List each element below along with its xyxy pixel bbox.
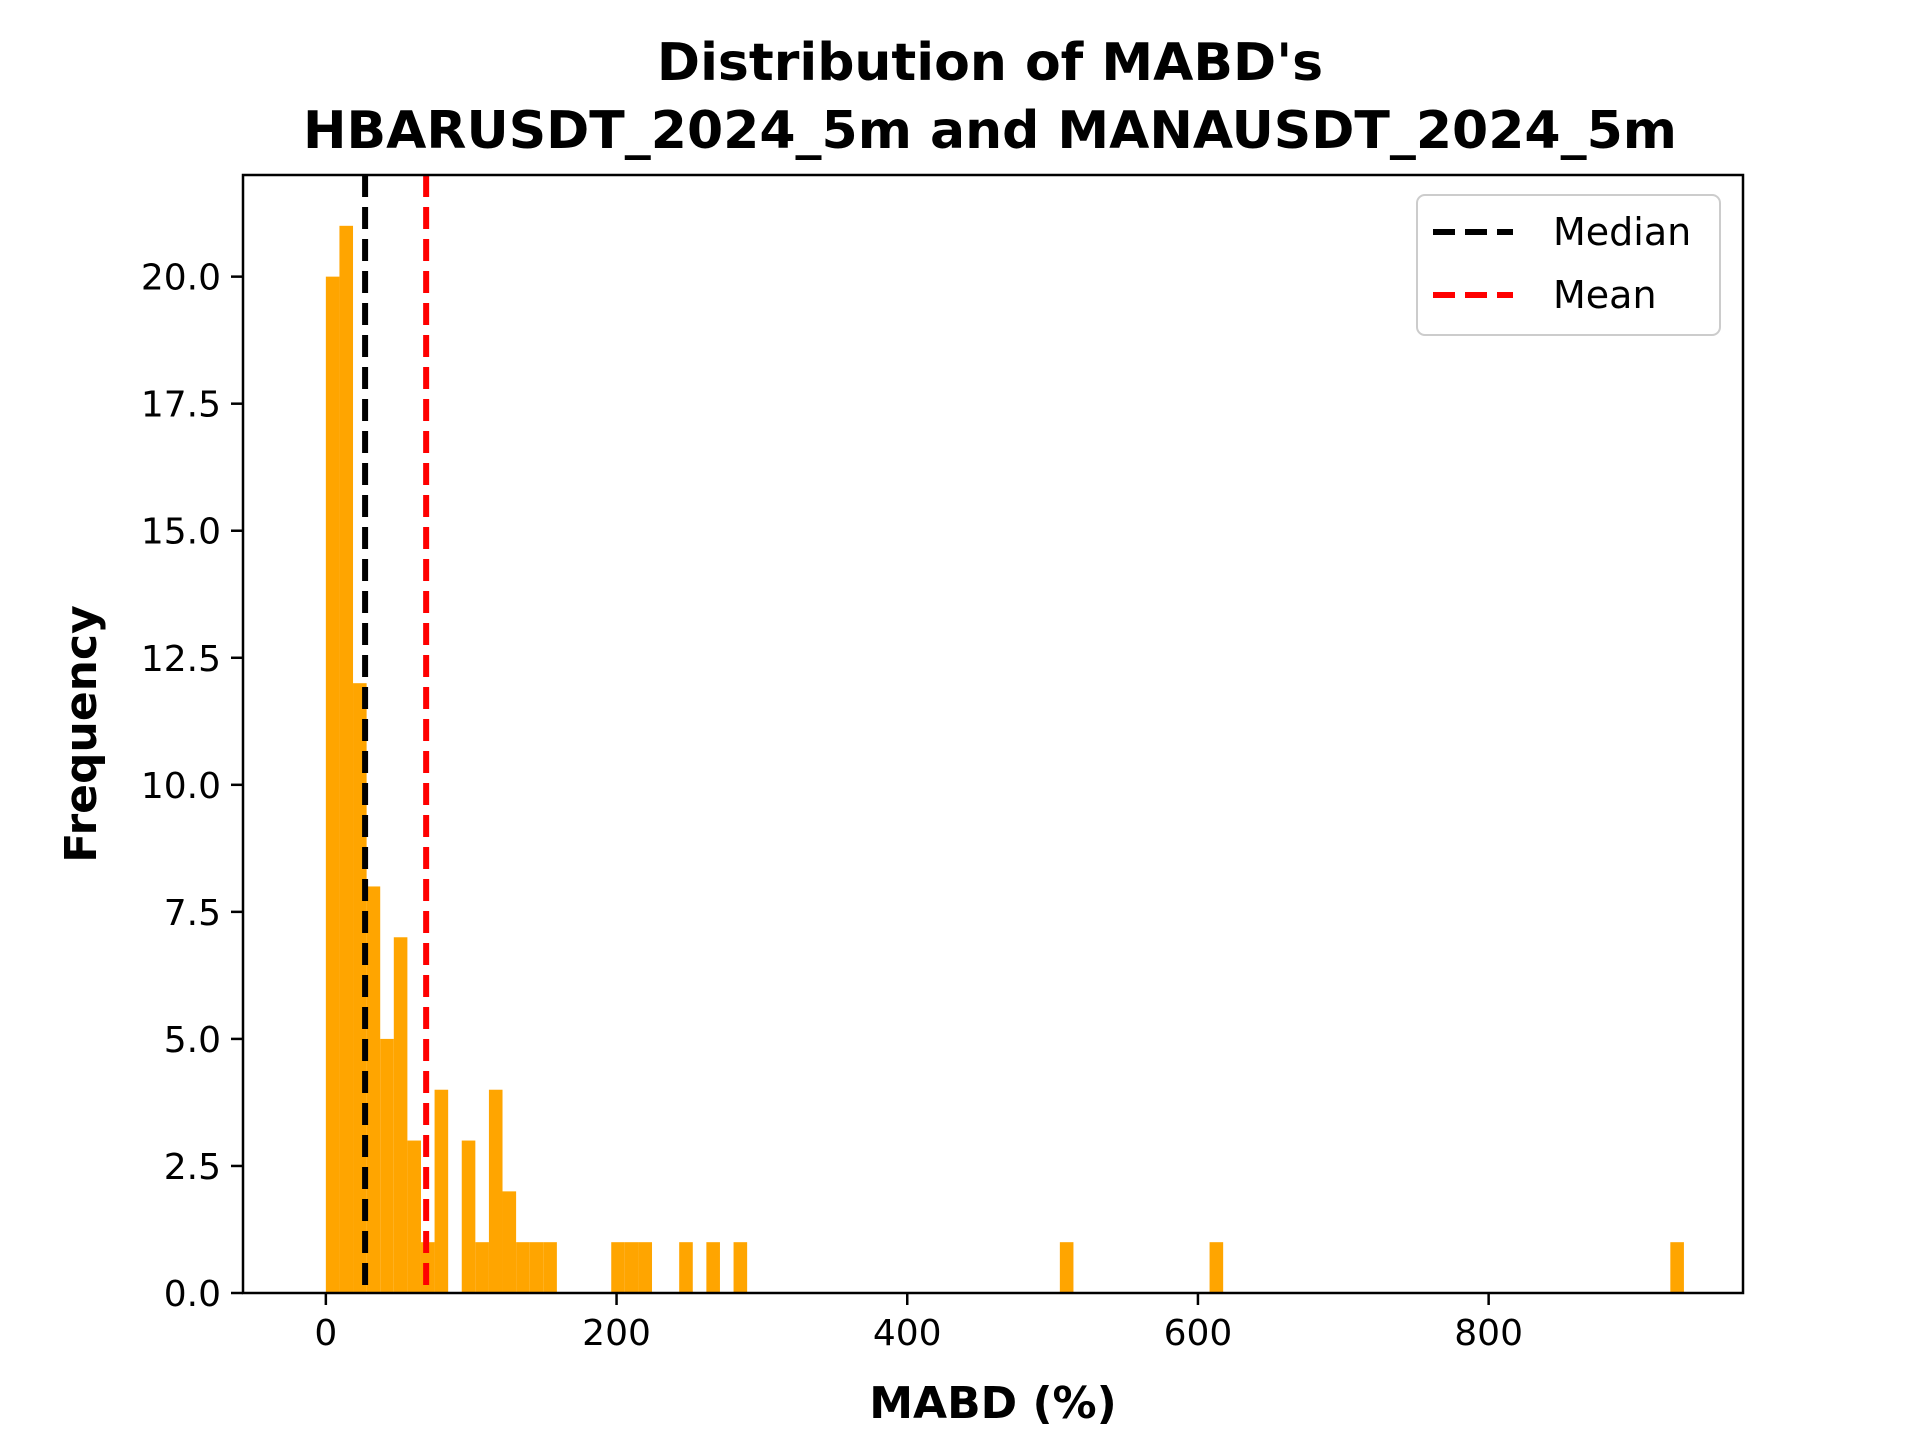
histogram-bar-3 bbox=[366, 886, 381, 1293]
histogram-bar-20 bbox=[706, 1242, 720, 1293]
histogram-bar-19 bbox=[679, 1242, 693, 1293]
x-tick-label-1: 200 bbox=[582, 1313, 651, 1354]
chart-title-line2: HBARUSDT_2024_5m and MANAUSDT_2024_5m bbox=[303, 101, 1677, 161]
legend-box bbox=[1416, 194, 1721, 336]
y-tick-label-2: 5.0 bbox=[164, 1020, 221, 1061]
histogram-bar-24 bbox=[1670, 1242, 1684, 1293]
histogram-bar-5 bbox=[393, 937, 408, 1293]
histogram-bar-0 bbox=[325, 276, 340, 1293]
x-tick-label-4: 800 bbox=[1454, 1313, 1523, 1354]
reference-lines bbox=[362, 175, 430, 1293]
histogram-bar-4 bbox=[380, 1038, 394, 1293]
legend: Median Mean bbox=[1416, 194, 1721, 336]
histogram-bar-8 bbox=[434, 1089, 449, 1293]
y-tick-label-0: 0.0 bbox=[164, 1274, 221, 1315]
histogram-bar-10 bbox=[475, 1242, 489, 1293]
y-tick-label-3: 7.5 bbox=[164, 893, 221, 934]
y-axis-ticks: 0.0 2.5 5.0 7.5 10.0 12.5 15.0 17.5 20.0 bbox=[141, 258, 243, 1315]
histogram-bar-21 bbox=[733, 1242, 748, 1293]
histogram-bar-12 bbox=[502, 1191, 517, 1293]
histogram-bar-6 bbox=[407, 1140, 421, 1293]
x-tick-label-2: 400 bbox=[873, 1313, 942, 1354]
y-tick-label-5: 12.5 bbox=[141, 639, 221, 680]
legend-median-label: Median bbox=[1553, 210, 1691, 254]
histogram-bar-13 bbox=[516, 1242, 530, 1293]
y-tick-label-6: 15.0 bbox=[141, 512, 221, 553]
histogram-bar-11 bbox=[488, 1089, 503, 1293]
histogram-bar-22 bbox=[1059, 1242, 1074, 1293]
histogram-bar-9 bbox=[461, 1140, 476, 1293]
chart-title-line1: Distribution of MABD's bbox=[657, 33, 1323, 93]
y-tick-label-8: 20.0 bbox=[141, 258, 221, 299]
legend-mean-label: Mean bbox=[1553, 273, 1657, 317]
x-axis-label: MABD (%) bbox=[869, 1378, 1117, 1429]
x-tick-label-3: 600 bbox=[1164, 1313, 1233, 1354]
histogram-bar-15 bbox=[543, 1242, 557, 1293]
histogram-bar-1 bbox=[339, 225, 354, 1293]
plot-frame bbox=[241, 173, 1745, 1295]
histogram-bar-18 bbox=[638, 1242, 653, 1293]
y-tick-label-4: 10.0 bbox=[141, 766, 221, 807]
x-tick-label-0: 0 bbox=[314, 1313, 337, 1354]
y-axis-label: Frequency bbox=[56, 605, 107, 863]
y-tick-label-1: 2.5 bbox=[164, 1147, 221, 1188]
x-axis-ticks: 0 200 400 600 800 bbox=[314, 1293, 1523, 1354]
histogram-bar-23 bbox=[1209, 1242, 1224, 1293]
y-tick-label-7: 17.5 bbox=[141, 385, 221, 426]
histogram-bar-14 bbox=[529, 1242, 544, 1293]
histogram-bar-17 bbox=[624, 1242, 639, 1293]
histogram-bar-16 bbox=[611, 1242, 625, 1293]
histogram-bars bbox=[325, 225, 1684, 1293]
